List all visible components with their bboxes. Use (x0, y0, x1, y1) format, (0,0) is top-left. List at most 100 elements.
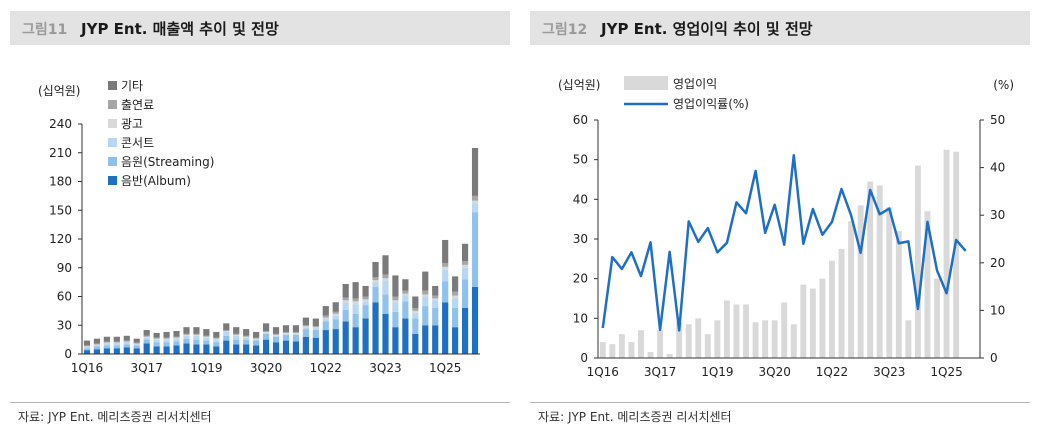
right-tick-label: 50 (990, 113, 1005, 127)
bar-appearance (432, 295, 439, 299)
bar-streaming (183, 338, 190, 344)
bar-streaming (432, 308, 439, 326)
bar-streaming (213, 342, 220, 347)
bar-ad (253, 338, 260, 340)
bar-ad (402, 293, 409, 296)
y-tick-label: 0 (64, 347, 72, 361)
bar-concert (471, 203, 479, 213)
bar-album (83, 350, 91, 354)
y-tick-label: 30 (57, 318, 72, 332)
bar-ad (461, 264, 469, 268)
bar-album (442, 302, 449, 354)
left-tick-label: 20 (573, 272, 588, 286)
bar-streaming (382, 294, 389, 314)
bar-etc (213, 331, 220, 338)
bar-appearance (143, 335, 150, 337)
bar-appearance (292, 331, 300, 333)
legend-label: 영업이익률(%) (673, 97, 749, 111)
bar-etc (203, 329, 210, 336)
op-profit-bar (762, 320, 769, 358)
bar-etc (93, 338, 101, 344)
bar-ad (203, 336, 210, 338)
bar-streaming (113, 345, 120, 349)
bar-ad (213, 338, 220, 340)
op-profit-bar (934, 278, 940, 358)
legend-label: 영업이익 (673, 77, 717, 91)
bar-album (312, 337, 319, 354)
bar-ad (103, 342, 110, 344)
op-profit-bar (838, 248, 845, 358)
y-tick-label: 60 (57, 290, 72, 304)
right-tick-label: 30 (990, 208, 1005, 222)
bar-concert (372, 282, 379, 287)
bar-appearance (422, 290, 429, 295)
op-profit-bar (905, 320, 912, 358)
bar-etc (432, 285, 439, 296)
bar-album (412, 333, 419, 355)
bar-etc (461, 243, 469, 262)
bar-album (432, 325, 439, 354)
left-tick-label: 50 (573, 153, 588, 167)
bar-concert (233, 335, 240, 340)
legend-swatch (108, 138, 117, 147)
bar-ad (272, 334, 280, 336)
legend-swatch (108, 81, 117, 90)
legend-swatch (108, 100, 117, 109)
bar-etc (471, 147, 479, 196)
bar-concert (163, 339, 170, 343)
bar-etc (442, 239, 449, 263)
bar-ad (332, 313, 339, 316)
figure-number: 그림11 (22, 22, 68, 38)
bar-ad (352, 301, 359, 305)
bar-ad (452, 295, 459, 299)
op-profit-bar (657, 330, 664, 358)
bar-concert (223, 331, 230, 336)
bar-streaming (173, 341, 180, 346)
bar-streaming (203, 340, 210, 345)
op-profit-bar (876, 185, 883, 358)
op-profit-bar (676, 322, 683, 358)
bar-appearance (302, 325, 309, 327)
bar-album (461, 308, 469, 354)
bar-ad (392, 300, 399, 303)
bar-ad (312, 327, 319, 329)
revenue-panel-footer: 자료: JYP Ent. 메리츠증권 리서치센터 (10, 402, 510, 428)
x-tick-label: 1Q25 (429, 361, 461, 375)
y-tick-label: 180 (49, 175, 72, 189)
x-tick-label: 1Q22 (816, 365, 848, 379)
bar-concert (392, 302, 399, 312)
bar-album (193, 344, 200, 354)
bar-ad (243, 336, 250, 338)
op-profit-bar (953, 151, 960, 358)
op-profit-bar (809, 288, 816, 358)
bar-streaming (193, 339, 200, 345)
bar-streaming (143, 339, 150, 344)
op-margin-line (601, 153, 967, 332)
x-tick-label: 1Q16 (587, 365, 619, 379)
legend-swatch (108, 157, 117, 166)
bar-streaming (292, 334, 300, 342)
bar-concert (113, 343, 120, 346)
bar-concert (203, 337, 210, 341)
bar-concert (292, 333, 300, 335)
op-profit-bar (723, 300, 730, 358)
bar-streaming (253, 340, 260, 346)
bar-appearance (471, 195, 479, 201)
bar-ad (223, 331, 230, 332)
right-tick-label: 10 (990, 303, 1005, 317)
op-profit-bar (924, 211, 931, 358)
bar-streaming (262, 333, 270, 340)
bar-ad (302, 326, 309, 328)
bar-etc (243, 329, 250, 336)
bar-album (213, 346, 220, 354)
bar-etc (402, 279, 409, 291)
op-profit-bar (733, 304, 740, 358)
bar-album (233, 344, 240, 354)
bar-appearance (312, 326, 319, 328)
bar-streaming (352, 313, 359, 328)
bar-concert (362, 301, 369, 306)
bar-etc (163, 331, 170, 338)
bar-ad (133, 343, 140, 345)
bar-ad (93, 344, 101, 346)
legend-label: 음원(Streaming) (121, 155, 214, 169)
